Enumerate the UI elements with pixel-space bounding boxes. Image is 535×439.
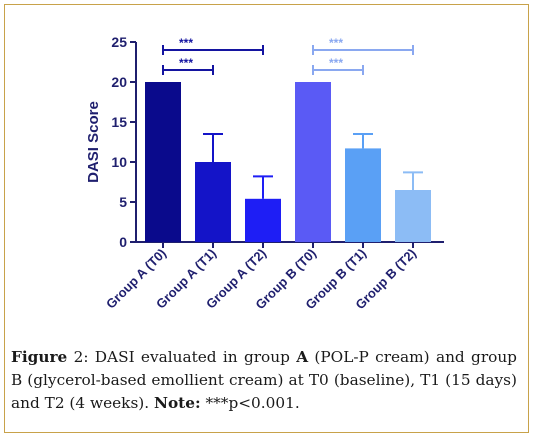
y-tick-label: 10 — [111, 154, 127, 170]
y-tick-label: 20 — [111, 74, 127, 90]
significance-label: *** — [179, 36, 193, 50]
bar — [295, 82, 331, 242]
y-tick-label: 25 — [111, 34, 127, 50]
bar — [345, 148, 381, 242]
bar — [145, 82, 181, 242]
y-tick-label: 15 — [111, 114, 127, 130]
significance-label: *** — [179, 56, 193, 70]
y-tick-label: 0 — [119, 234, 127, 250]
y-tick-label: 5 — [119, 194, 127, 210]
figure-caption: Figure 2: DASI evaluated in group A (POL… — [11, 346, 517, 415]
caption-text-2: (POL-P cream) and group B (glycerol-base… — [11, 348, 517, 412]
caption-note-text: ***p<0.001. — [200, 394, 300, 412]
bar — [245, 198, 281, 242]
caption-number: 2: — [73, 348, 89, 366]
caption-label: Figure — [11, 348, 68, 366]
caption-group-a: A — [296, 348, 309, 366]
significance-label: *** — [329, 56, 343, 70]
bar — [395, 190, 431, 242]
caption-note-label: Note: — [154, 394, 201, 412]
y-axis-title: DASI Score — [85, 101, 102, 183]
significance-label: *** — [329, 36, 343, 50]
bar — [195, 162, 231, 242]
caption-text: DASI evaluated in group — [88, 348, 297, 366]
